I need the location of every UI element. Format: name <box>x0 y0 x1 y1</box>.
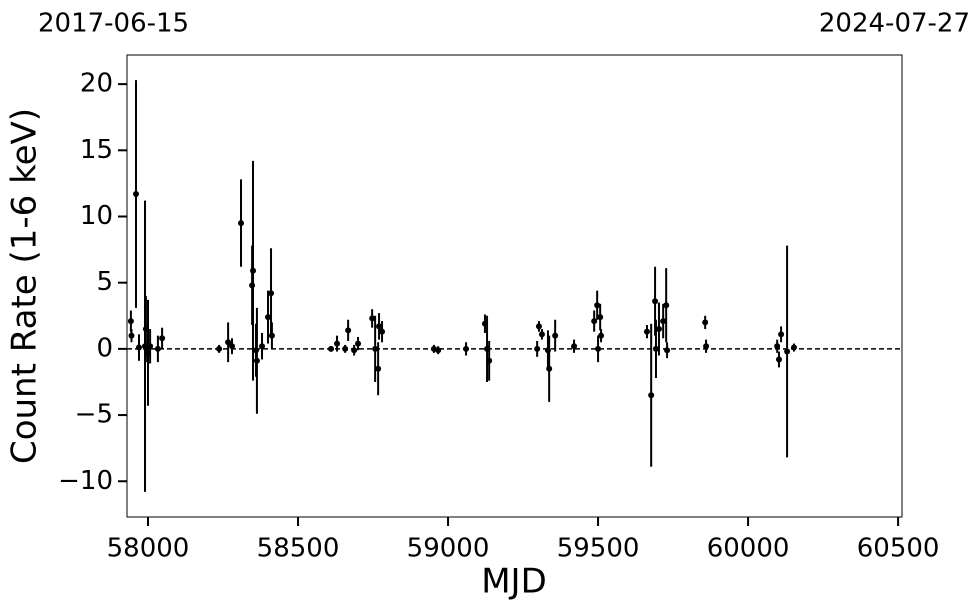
data-point <box>253 357 260 364</box>
data-point <box>597 314 604 321</box>
data-point <box>534 345 541 352</box>
data-point <box>128 332 135 339</box>
y-tick-label: 20 <box>80 69 113 99</box>
data-point <box>598 332 605 339</box>
data-point <box>342 345 349 352</box>
plot-frame <box>126 54 903 518</box>
data-point <box>268 290 275 297</box>
y-tick-label: −10 <box>58 466 113 496</box>
data-point <box>778 331 785 338</box>
data-point <box>663 302 670 309</box>
data-point <box>486 357 493 364</box>
y-axis-label: Count Rate (1-6 keV) <box>5 108 45 464</box>
data-point <box>159 335 166 342</box>
data-point <box>774 343 781 350</box>
x-tick-label: 59500 <box>557 534 640 564</box>
data-point <box>594 302 601 309</box>
data-point <box>265 314 272 321</box>
y-tick-label: 15 <box>80 135 113 165</box>
data-point <box>229 343 236 350</box>
data-point <box>784 348 791 355</box>
data-point <box>375 365 382 372</box>
data-point <box>250 267 257 274</box>
data-point <box>652 345 659 352</box>
y-tick-label: −5 <box>75 400 113 430</box>
y-tick-label: 10 <box>80 201 113 231</box>
data-point <box>379 328 386 335</box>
data-point <box>538 331 545 338</box>
data-point <box>372 345 379 352</box>
data-point <box>535 323 542 330</box>
data-point <box>655 326 662 333</box>
data-point <box>369 315 376 322</box>
data-point <box>154 345 161 352</box>
data-point <box>133 190 140 197</box>
y-tick-label: 0 <box>96 333 113 363</box>
data-point <box>355 340 362 347</box>
data-point <box>571 343 578 350</box>
data-point <box>376 323 383 330</box>
data-point <box>127 318 134 325</box>
data-point <box>216 345 223 352</box>
data-point <box>546 365 553 372</box>
x-tick-label: 60500 <box>857 534 940 564</box>
data-point <box>660 318 667 325</box>
data-point <box>435 347 442 354</box>
x-tick-label: 59000 <box>407 534 490 564</box>
data-point <box>652 298 659 305</box>
data-point <box>259 343 266 350</box>
data-point <box>334 340 341 347</box>
data-point <box>790 344 797 351</box>
data-point <box>463 345 470 352</box>
data-point <box>648 392 655 399</box>
data-point <box>703 343 710 350</box>
data-point <box>775 356 782 363</box>
x-tick-label: 58500 <box>257 534 340 564</box>
data-point <box>591 318 598 325</box>
data-point <box>238 220 245 227</box>
data-point <box>147 343 154 350</box>
data-point <box>702 319 709 326</box>
end-date: 2024-07-27 <box>819 9 970 39</box>
x-axis-label: MJD <box>481 562 547 602</box>
x-tick-label: 58000 <box>107 534 190 564</box>
data-point <box>328 345 335 352</box>
data-point <box>225 339 232 346</box>
data-point <box>351 347 358 354</box>
data-point <box>345 327 352 334</box>
start-date: 2017-06-15 <box>38 9 189 39</box>
x-tick-label: 60000 <box>707 534 790 564</box>
data-point <box>664 347 671 354</box>
data-point <box>136 344 143 351</box>
data-point <box>643 328 650 335</box>
data-point <box>268 332 275 339</box>
y-tick-label: 5 <box>96 267 113 297</box>
data-point <box>595 345 602 352</box>
data-point <box>552 332 559 339</box>
